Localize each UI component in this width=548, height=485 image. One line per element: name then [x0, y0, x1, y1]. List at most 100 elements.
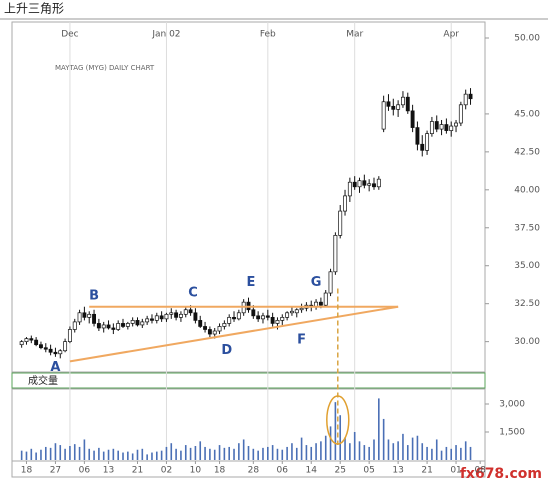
candle-body [140, 321, 145, 326]
trend-line [69, 305, 399, 363]
volume-bar [136, 449, 139, 460]
candle-body [24, 338, 29, 342]
volume-bar [349, 443, 351, 460]
candle-body [164, 313, 169, 320]
volume-bar [170, 443, 173, 460]
volume-bar [233, 448, 235, 460]
volume-bar [25, 451, 28, 460]
volume-bar [426, 446, 428, 460]
y-tick-label: 32.50 [514, 299, 540, 309]
x-tick-label: 01 [450, 466, 461, 476]
candle-body [178, 313, 183, 318]
candle-body [125, 323, 130, 327]
month-label: Dec [61, 30, 78, 40]
point-label: C [188, 286, 198, 301]
volume-bar [180, 450, 182, 460]
candle-body [449, 125, 454, 131]
candle-body [227, 316, 232, 324]
volume-bar [445, 446, 448, 460]
candle-body [318, 301, 323, 306]
volume-bar [387, 439, 390, 460]
candle-body [19, 341, 24, 346]
candle-body [67, 329, 72, 342]
volume-bar [175, 448, 177, 460]
x-tick-label: 14 [306, 466, 318, 476]
volume-strip [11, 372, 486, 389]
candle-body [63, 341, 68, 352]
candle-body [289, 310, 294, 314]
candle-body [256, 315, 261, 320]
y-tick-label: 35.00 [514, 261, 540, 271]
candle-body [130, 320, 135, 324]
candle-body [381, 101, 386, 130]
candle-body [111, 327, 116, 330]
volume-bar [353, 432, 356, 460]
y-tick-label: 40.00 [514, 185, 540, 195]
volume-bar [262, 447, 264, 460]
candle-body [454, 122, 458, 127]
candle-body [420, 143, 425, 151]
volume-bar [160, 450, 163, 460]
volume-bar [44, 446, 47, 460]
volume-bar [363, 445, 366, 460]
candle-body [188, 309, 193, 314]
volume-bar [20, 450, 23, 460]
volume-bar [320, 441, 322, 460]
candle-body [405, 96, 410, 112]
volume-bar [286, 446, 288, 460]
volume-bar [78, 446, 81, 460]
candle-body [48, 348, 53, 353]
volume-bar [378, 398, 380, 460]
candle-body [463, 93, 468, 106]
volume-bar [98, 447, 100, 460]
page-title: 上升三角形 [4, 2, 64, 16]
volume-bar [358, 441, 361, 460]
volume-bar [271, 445, 274, 460]
candle-body [265, 315, 270, 318]
volume-bar [213, 449, 216, 460]
volume-bar [300, 437, 303, 460]
candle-body [159, 315, 164, 320]
candle-body [275, 320, 280, 324]
candle-body [386, 101, 391, 107]
volume-bar [267, 446, 269, 460]
volume-bar [64, 448, 66, 460]
x-tick-label: 18 [21, 466, 33, 476]
volume-bar [450, 448, 453, 460]
candle-body [376, 178, 381, 188]
x-tick-label: 06 [277, 466, 289, 476]
x-tick-label: 08 [474, 466, 486, 476]
volume-bar [117, 450, 119, 460]
volume-bar [411, 437, 414, 460]
candle-body [174, 312, 179, 318]
volume-bar [223, 447, 226, 460]
candle-body [116, 323, 121, 330]
volume-bar [406, 445, 409, 460]
volume-bar [141, 448, 144, 460]
volume-bar [151, 452, 153, 460]
candle-body [391, 105, 396, 110]
y-tick-label: 37.50 [514, 223, 540, 233]
y-tick-label: 30.00 [514, 337, 540, 347]
candle-body [323, 292, 328, 306]
candle-body [338, 210, 343, 236]
candle-body [367, 183, 372, 186]
candle-body [150, 318, 154, 321]
candle-body [145, 318, 150, 323]
candle-body [77, 312, 82, 323]
candle-body [285, 312, 290, 318]
volume-bar [464, 441, 467, 460]
volume-tick-label: 1,500 [499, 428, 525, 438]
volume-bar [421, 443, 424, 460]
volume-bar [460, 447, 462, 460]
volume-bar [431, 448, 433, 460]
volume-bar [131, 453, 134, 460]
candle-body [251, 309, 256, 317]
volume-bar [228, 446, 230, 460]
candle-body [96, 323, 101, 329]
volume-bar [368, 446, 370, 460]
candle-body [261, 315, 265, 320]
candle-body [372, 183, 376, 188]
month-label: Jan 02 [151, 30, 180, 40]
x-tick-label: 05 [363, 466, 374, 476]
